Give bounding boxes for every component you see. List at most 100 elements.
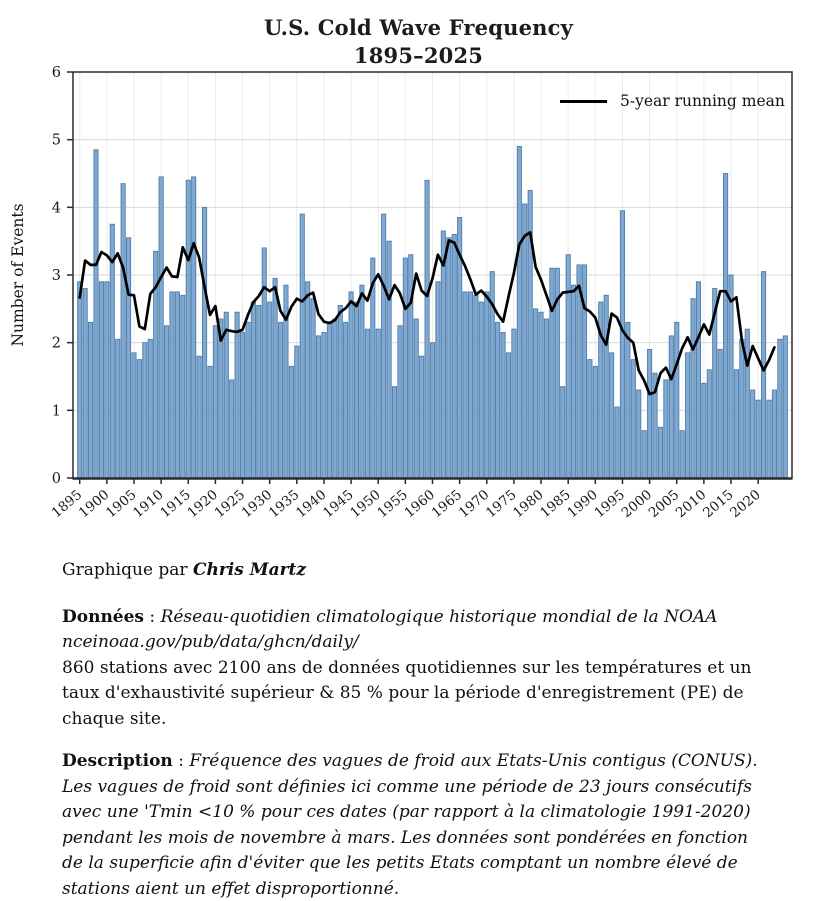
x-tick-label: 1960 <box>401 487 438 521</box>
year-bar <box>196 355 202 479</box>
year-bar <box>782 335 788 479</box>
cold-wave-frequency-chart: 0123456189519001905191019151920192519301… <box>49 65 793 521</box>
year-bar <box>164 325 170 479</box>
year-bar <box>647 348 653 479</box>
year-bar <box>267 301 273 479</box>
x-tick-label: 1920 <box>184 487 221 521</box>
year-bar <box>147 338 153 479</box>
caption-block: Graphique par Chris Martz Données : Rése… <box>62 558 774 901</box>
year-bar <box>522 203 528 479</box>
x-tick-label: 1975 <box>483 487 520 521</box>
year-bar <box>543 318 550 479</box>
x-tick-label: 1910 <box>130 487 167 521</box>
year-bar <box>446 237 452 479</box>
year-bar <box>695 281 701 479</box>
year-bar <box>353 301 360 479</box>
description-colon: : <box>172 751 190 771</box>
year-bar <box>424 179 430 479</box>
running-mean-line <box>78 231 776 396</box>
year-bar <box>500 332 506 479</box>
x-tick-label: 1955 <box>374 487 411 521</box>
year-bar <box>771 389 777 479</box>
data-source-label: Données <box>62 606 145 627</box>
x-tick-label: 2010 <box>673 487 710 521</box>
year-bar <box>505 352 512 479</box>
year-bar <box>131 352 137 479</box>
x-tick-label: 1995 <box>591 487 628 521</box>
year-bar <box>560 386 566 479</box>
year-bar <box>104 281 110 479</box>
year-bar <box>294 345 300 479</box>
year-bar <box>565 254 571 479</box>
y-tick-label: 3 <box>52 268 61 284</box>
description-italic-text: Fréquence des vagues de froid aux Etats-… <box>62 751 758 899</box>
year-bar <box>261 247 267 479</box>
y-tick-label: 1 <box>52 403 61 419</box>
legend-label: 5-year running mean <box>620 92 785 110</box>
year-bar <box>429 342 436 479</box>
year-bar <box>120 183 126 479</box>
data-source-italic-text: Réseau-quotidien climatologique historiq… <box>62 606 718 653</box>
year-bar <box>630 359 636 479</box>
year-bar <box>326 321 332 479</box>
year-bar <box>245 321 251 479</box>
year-bar <box>180 294 186 479</box>
x-tick-label: 1945 <box>320 487 357 521</box>
year-bar <box>549 267 555 479</box>
year-bar <box>98 281 104 479</box>
year-bar <box>375 328 381 479</box>
year-bar <box>592 365 598 479</box>
year-bar <box>419 355 425 479</box>
y-tick-label: 0 <box>52 471 61 487</box>
year-bar <box>88 321 94 479</box>
year-bar <box>223 311 229 479</box>
year-bar <box>212 325 218 479</box>
chart-subtitle: 1895–2025 <box>353 43 484 68</box>
byline: Graphique par Chris Martz <box>62 558 774 584</box>
year-bar <box>359 284 365 479</box>
year-bar <box>516 145 522 479</box>
year-bar <box>484 291 490 479</box>
year-bar <box>706 369 712 479</box>
x-tick-label: 1895 <box>49 487 86 521</box>
x-tick-label: 1970 <box>456 487 493 521</box>
year-bar <box>663 379 669 479</box>
year-bar <box>272 277 278 479</box>
year-bar <box>234 311 240 479</box>
year-bar <box>668 335 674 479</box>
x-tick-label: 2000 <box>619 487 656 521</box>
x-tick-label: 1940 <box>293 487 330 521</box>
year-bar <box>239 332 246 479</box>
data-source-colon: : <box>144 606 161 627</box>
year-bar <box>93 149 99 479</box>
year-bar <box>674 321 680 479</box>
year-bar <box>473 294 479 479</box>
year-bar <box>402 257 408 479</box>
year-bar <box>299 213 305 479</box>
year-bar <box>657 426 664 479</box>
year-bar <box>766 399 772 479</box>
year-bar <box>750 389 756 479</box>
data-source-regular-text: 860 stations avec 2100 ans de données qu… <box>62 657 752 729</box>
year-bar <box>636 389 642 479</box>
year-bar <box>115 338 121 479</box>
x-tick-label: 1905 <box>103 487 140 521</box>
year-bar <box>315 335 322 479</box>
year-bar <box>533 308 539 479</box>
year-bar <box>386 240 392 479</box>
year-bar <box>142 342 148 479</box>
x-tick-label: 1935 <box>266 487 303 521</box>
year-bar <box>755 399 761 479</box>
year-bar <box>343 321 349 479</box>
x-tick-label: 1930 <box>239 487 276 521</box>
legend-line-swatch <box>560 99 607 103</box>
year-bar <box>495 321 501 479</box>
x-tick-label: 1990 <box>564 487 601 521</box>
year-bar <box>397 325 403 479</box>
year-bar <box>451 233 457 479</box>
year-bar <box>701 382 707 479</box>
year-bar <box>744 328 750 479</box>
year-bar <box>462 291 468 479</box>
year-bar <box>288 365 294 479</box>
